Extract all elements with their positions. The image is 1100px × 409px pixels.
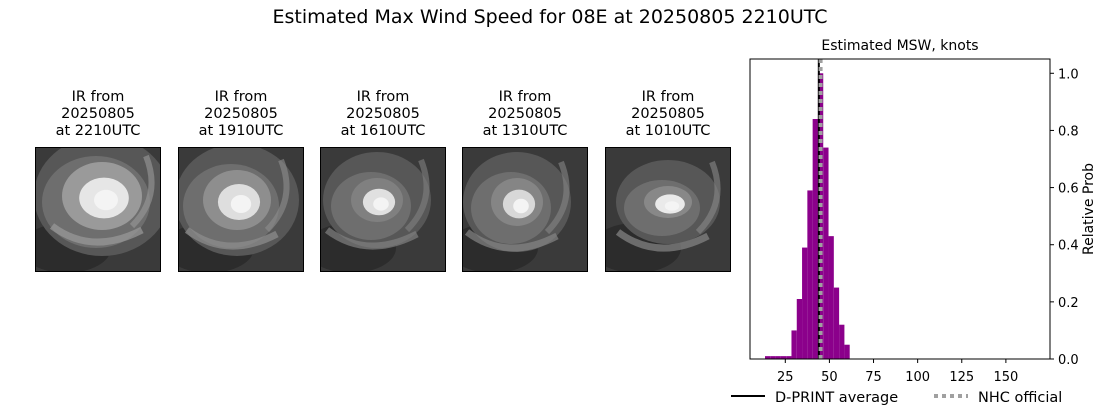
- y-tick-label: 0.4: [1058, 239, 1079, 254]
- panel-title-line: 20250805: [204, 106, 278, 122]
- histogram-bar: [828, 236, 834, 359]
- ir-panel-2: IR from 20250805 at 1910UTC: [178, 89, 304, 272]
- y-tick-label: 0.0: [1058, 353, 1079, 368]
- x-tick-label: 75: [865, 370, 882, 385]
- panel-title-line: 20250805: [61, 106, 135, 122]
- histogram-bar: [775, 356, 781, 359]
- plot-frame: [749, 58, 1051, 360]
- y-tick-label: 1.0: [1058, 67, 1079, 82]
- histogram-bar: [823, 147, 829, 359]
- panel-title-line: IR from: [498, 89, 552, 105]
- ir-panel-2-title: IR from 20250805 at 1910UTC: [178, 89, 304, 140]
- ir-panel-4: IR from 20250805 at 1310UTC: [462, 89, 588, 272]
- y-tick-label: 0.8: [1058, 124, 1079, 139]
- panel-title-line: at 2210UTC: [55, 123, 141, 139]
- histogram-bar: [807, 190, 813, 359]
- y-tick-label: 0.6: [1058, 182, 1079, 197]
- histogram-bar: [765, 356, 771, 359]
- histogram-bar: [844, 344, 850, 359]
- panel-title-line: IR from: [71, 89, 125, 105]
- x-tick-label: 125: [949, 370, 974, 385]
- x-tick-label: 150: [993, 370, 1018, 385]
- panel-title-line: IR from: [356, 89, 410, 105]
- histogram-bar: [817, 73, 824, 360]
- histogram-bar: [770, 356, 776, 359]
- x-tick-label: 25: [777, 370, 794, 385]
- ir-satellite-image-5: [605, 147, 731, 272]
- histogram-bar: [786, 356, 792, 359]
- panel-title-line: 20250805: [631, 106, 705, 122]
- panel-title-line: 20250805: [346, 106, 420, 122]
- histogram-bar: [833, 287, 840, 359]
- ir-panel-3-title: IR from 20250805 at 1610UTC: [320, 89, 446, 140]
- panel-title-line: at 1910UTC: [198, 123, 284, 139]
- x-tick-label: 50: [821, 370, 838, 385]
- legend-dprint-label: D-PRINT average: [775, 390, 898, 406]
- panel-title-line: IR from: [214, 89, 268, 105]
- ir-satellite-image-4: [462, 147, 588, 272]
- ir-satellite-image-3: [320, 147, 446, 272]
- ir-satellite-image-2: [178, 147, 304, 272]
- panel-title-line: at 1610UTC: [340, 123, 426, 139]
- y-axis-label: Relative Prob: [1081, 163, 1097, 255]
- x-tick-label: 100: [905, 370, 930, 385]
- chart-title: Estimated MSW, knots: [821, 38, 978, 54]
- ir-panel-3: IR from 20250805 at 1610UTC: [320, 89, 446, 272]
- ir-panel-4-title: IR from 20250805 at 1310UTC: [462, 89, 588, 140]
- histogram-bar: [812, 119, 818, 359]
- panel-title-line: at 1010UTC: [625, 123, 711, 139]
- histogram-bar: [839, 324, 845, 359]
- histogram-bar: [791, 330, 797, 359]
- ir-panel-1-title: IR from 20250805 at 2210UTC: [35, 89, 161, 140]
- histogram-bar: [796, 299, 803, 359]
- panel-title-line: IR from: [641, 89, 695, 105]
- panel-title-line: at 1310UTC: [482, 123, 568, 139]
- ir-satellite-image-1: [35, 147, 161, 272]
- histogram-bar: [802, 247, 808, 359]
- panel-title-line: 20250805: [488, 106, 562, 122]
- histogram-bar: [780, 356, 787, 359]
- legend-nhc-label: NHC official: [978, 390, 1062, 406]
- figure-title: Estimated Max Wind Speed for 08E at 2025…: [272, 6, 828, 28]
- ir-panel-5: IR from 20250805 at 1010UTC: [605, 89, 731, 272]
- y-tick-label: 0.2: [1058, 296, 1079, 311]
- ir-panel-5-title: IR from 20250805 at 1010UTC: [605, 89, 731, 140]
- ir-panel-1: IR from 20250805 at 2210UTC: [35, 89, 161, 272]
